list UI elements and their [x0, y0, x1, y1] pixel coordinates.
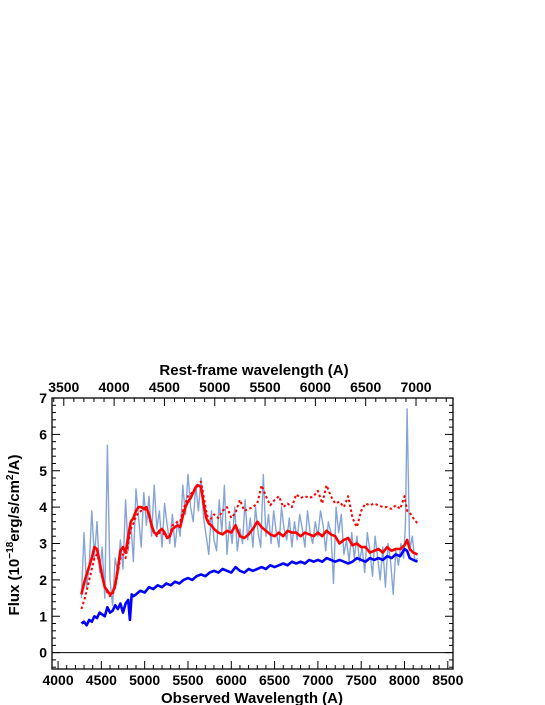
y-tick-label: 7: [39, 390, 47, 406]
series-line-1: [80, 484, 419, 596]
x-tick-label: 5500: [172, 672, 203, 688]
y-tick-label: 3: [39, 536, 47, 552]
series-layer: [80, 408, 419, 627]
y-axis-title-part: /A): [6, 455, 23, 475]
x-tick-label: 7000: [302, 672, 333, 688]
series-line-2: [80, 480, 419, 610]
x2-tick-label: 5000: [199, 379, 230, 395]
x2-tick-label: 4000: [99, 379, 130, 395]
x2-tick-label: 6000: [300, 379, 331, 395]
x2-tick-label: 4500: [149, 379, 180, 395]
series-line-0: [80, 408, 419, 606]
y-axis-title-exponent: −18: [5, 541, 16, 558]
y-tick-label: 1: [39, 608, 47, 624]
x-tick-label: 4000: [42, 672, 73, 688]
x-tick-label: 5000: [129, 672, 160, 688]
y-tick-label: 5: [39, 463, 47, 479]
x2-tick-label: 5500: [249, 379, 280, 395]
x2-tick-label: 3500: [48, 379, 79, 395]
y-axis-title: Flux (10−18erg/s/cm2/A): [5, 455, 23, 616]
y-tick-label: 0: [39, 645, 47, 661]
x-tick-label: 4500: [86, 672, 117, 688]
bottom-axis-title: Observed Wavelength (A): [161, 690, 343, 705]
y-tick-label: 4: [39, 499, 47, 515]
x-tick-label: 7500: [346, 672, 377, 688]
x2-tick-label: 6500: [350, 379, 381, 395]
y-tick-label: 6: [39, 426, 47, 442]
y-axis-title-exponent: 2: [5, 474, 16, 480]
y-tick-label: 2: [39, 572, 47, 588]
tick-layer: 4000 4500 5000 5500 6000 6500 7000 7500 8000 8500…: [39, 379, 463, 688]
x-tick-label: 6500: [259, 672, 290, 688]
x2-tick-label: 7000: [400, 379, 431, 395]
y-axis-title-part: erg/s/cm: [6, 480, 23, 542]
x-tick-label: 8500: [432, 672, 463, 688]
series-line-3: [80, 547, 419, 627]
plot-frame: [51, 397, 454, 670]
x-tick-label: 8000: [389, 672, 420, 688]
y-axis-title-part: Flux (10: [6, 559, 23, 616]
top-axis-title: Rest-frame wavelength (A): [159, 362, 348, 379]
x-tick-label: 6000: [216, 672, 247, 688]
